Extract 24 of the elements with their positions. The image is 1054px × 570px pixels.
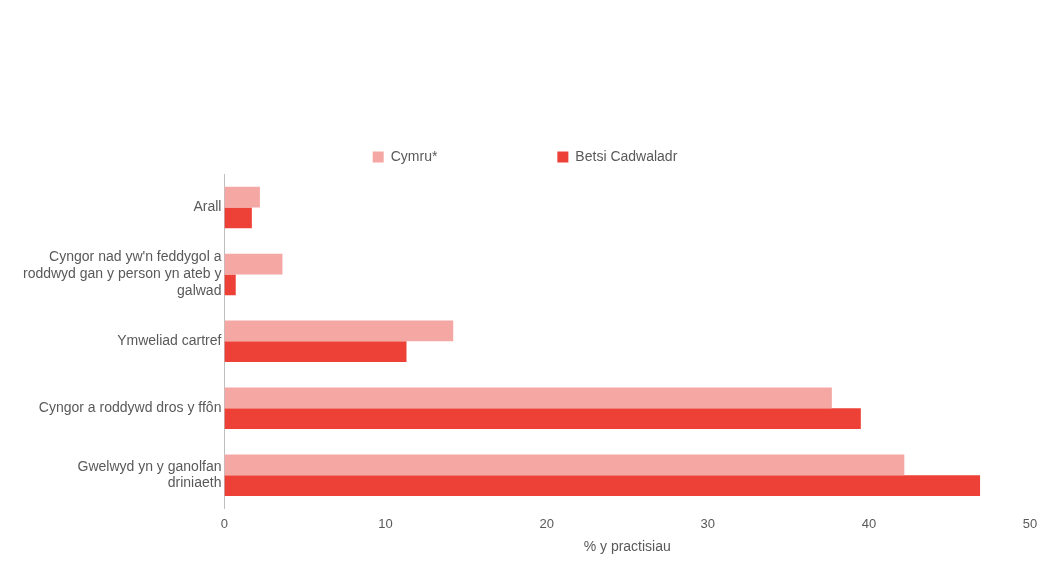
x-tick-label: 50	[1022, 515, 1038, 531]
bar	[224, 253, 283, 275]
x-tick-label: 0	[220, 515, 229, 531]
bar	[224, 475, 981, 496]
bar	[224, 274, 236, 296]
legend-label: Betsi Cadwaladr	[575, 147, 678, 164]
legend-label: Cymru*	[390, 147, 438, 164]
x-tick-label: 20	[539, 515, 554, 531]
bar	[224, 341, 407, 363]
x-axis-title: % y practisiau	[583, 538, 671, 555]
bar	[224, 408, 861, 429]
y-tick-label: Cyngor nad yw'n feddygol a roddwyd gan y person yn ateb y galwad	[22, 248, 222, 299]
x-tick-label: 10	[378, 515, 393, 531]
x-tick-label: 30	[700, 515, 716, 531]
bar	[224, 387, 832, 409]
y-tick-label: Gwelwyd yn y ganolfan driniaeth	[77, 457, 222, 491]
bar	[224, 320, 454, 342]
y-tick-label: Ymweliad cartref	[117, 332, 222, 349]
y-tick-label: Cyngor a roddywd dros y ffôn	[38, 399, 222, 416]
x-tick-label: 40	[861, 515, 877, 531]
bar	[224, 454, 905, 476]
y-tick-label: Arall	[193, 198, 222, 215]
bar	[224, 207, 252, 229]
bar	[224, 186, 260, 208]
